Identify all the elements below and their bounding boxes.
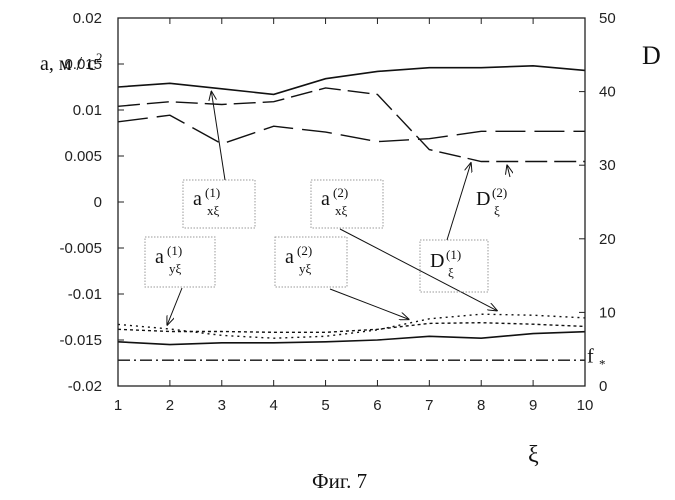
y-left-tick-label: -0.02	[68, 378, 102, 395]
callout-label-main: D	[476, 188, 490, 210]
callout-label-sub: yξ	[299, 261, 312, 276]
callout-label-sub: yξ	[169, 261, 182, 276]
callout-label-main: f	[587, 346, 594, 368]
x-axis-label: ξ	[528, 442, 539, 468]
y-axis-right-label: D	[642, 41, 661, 70]
y-axis-left-label: a, м / с2	[40, 50, 102, 75]
callout-label-sup: (2)	[333, 185, 348, 200]
callout-label-main: a	[285, 246, 294, 268]
figure-caption: Фиг. 7	[312, 469, 367, 493]
callout-fstar: f*	[587, 346, 606, 372]
plot-frame	[118, 18, 585, 386]
callout-label-sub: xξ	[207, 203, 220, 218]
series-line-2	[118, 88, 585, 162]
y-right-tick-label: 0	[599, 378, 607, 395]
y-left-tick-label: -0.005	[59, 240, 102, 257]
callout-label-sub: ξ	[494, 203, 500, 218]
callout-label-main: D	[430, 250, 444, 272]
callout-dx1: D(1)ξ	[420, 163, 488, 292]
callout-label-main: a	[321, 188, 330, 210]
series-line-3	[118, 115, 585, 144]
y-right-tick-label: 40	[599, 84, 616, 101]
x-tick-label: 7	[425, 397, 433, 414]
x-tick-label: 3	[218, 397, 226, 414]
callout-ay1: a(1) yξ	[145, 237, 215, 325]
callout-dx2: D(2) ξ	[476, 166, 510, 219]
x-tick-label: 9	[529, 397, 537, 414]
y-right-tick-label: 10	[599, 304, 616, 321]
callout-label-sub: xξ	[335, 203, 348, 218]
callout-arrow	[340, 229, 497, 311]
callout-label-main: a	[193, 188, 202, 210]
callout-label-sup: (1)	[167, 243, 182, 258]
y-right-tick-label: 20	[599, 231, 616, 248]
callout-arrow	[447, 163, 471, 240]
callout-label-sup: (1)	[446, 247, 461, 262]
series-line-1	[118, 66, 585, 95]
y-left-tick-label: -0.01	[68, 286, 102, 303]
callout-label-sup: (2)	[492, 185, 507, 200]
y-left-tick-label: -0.015	[59, 332, 102, 349]
y-left-tick-label: 0.02	[73, 10, 102, 27]
callout-arrow	[507, 166, 510, 177]
callout-ay2: a(2) yξ	[275, 237, 409, 319]
callout-label-sub: ξ	[448, 265, 454, 280]
callout-label-main: a	[155, 246, 164, 268]
series-layer	[118, 66, 585, 360]
x-tick-label: 4	[269, 397, 277, 414]
callout-arrow	[167, 288, 182, 325]
callout-ax1: a(1) xξ	[183, 92, 255, 228]
callout-arrow	[330, 289, 409, 319]
x-tick-label: 6	[373, 397, 381, 414]
x-tick-label: 5	[321, 397, 329, 414]
y-right-tick-label: 30	[599, 157, 616, 174]
callout-ax2: a(2) xξ	[311, 180, 497, 311]
x-tick-label: 8	[477, 397, 485, 414]
y-left-tick-label: 0.005	[64, 148, 102, 165]
x-tick-label: 10	[577, 397, 594, 414]
y-left-tick-label: 0	[94, 194, 102, 211]
callout-label-sup: (1)	[205, 185, 220, 200]
series-line-6	[118, 323, 585, 333]
y-right-tick-label: 50	[599, 10, 616, 27]
line-chart: a(1)xξa(2)xξa(1)yξa(2)yξD(1)ξD(2)ξf* 123…	[0, 0, 675, 500]
x-tick-label: 2	[166, 397, 174, 414]
x-tick-label: 1	[114, 397, 122, 414]
callout-label-sup: (2)	[297, 243, 312, 258]
callout-label-sub: *	[599, 357, 606, 372]
y-left-tick-label: 0.01	[73, 102, 102, 119]
